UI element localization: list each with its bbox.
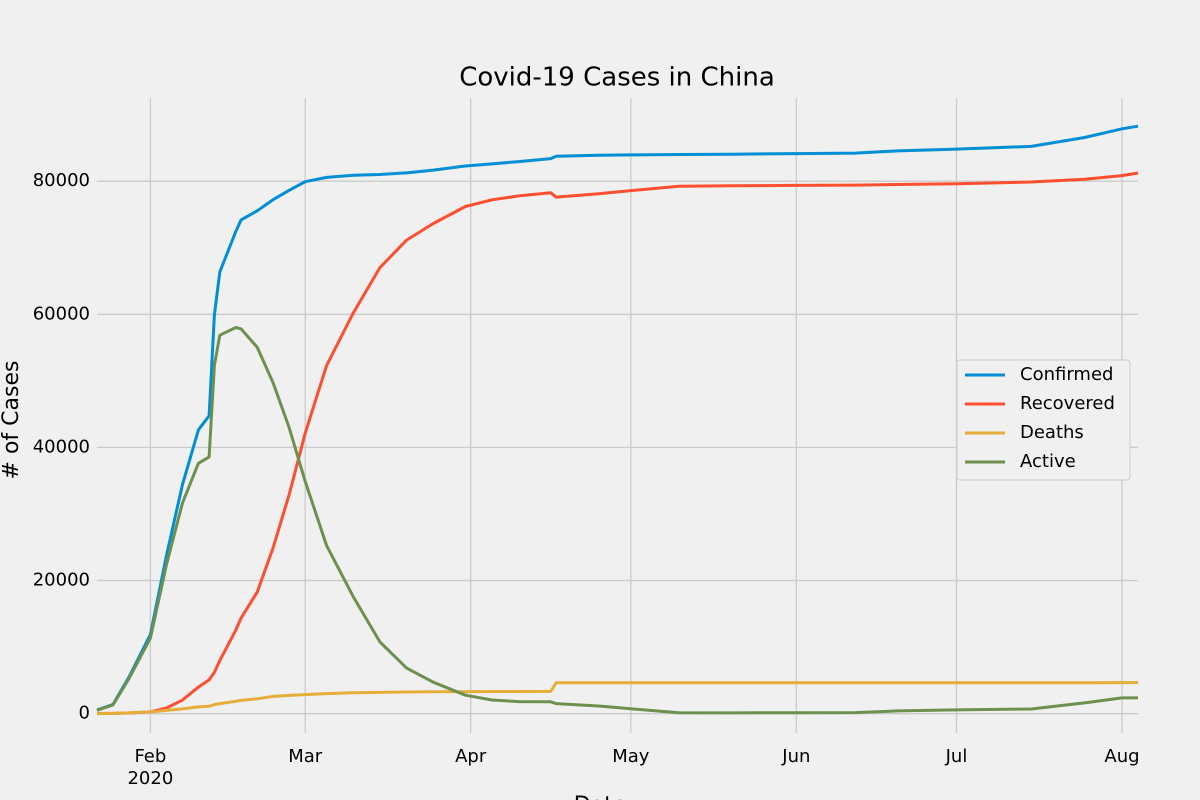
y-tick-label: 60000	[33, 303, 90, 324]
x-tick-label: May	[612, 746, 650, 767]
y-tick-label: 20000	[33, 570, 90, 591]
grid	[97, 98, 1138, 733]
y-tick-label: 80000	[33, 170, 90, 191]
series-line	[96, 124, 1139, 712]
legend-label: Confirmed	[1020, 364, 1113, 385]
x-tick-label: Apr	[455, 746, 487, 767]
legend: Confirmed Recovered Deaths Active	[956, 359, 1131, 481]
legend-label: Active	[1020, 451, 1076, 472]
legend-label: Recovered	[1020, 393, 1115, 414]
legend-box	[956, 359, 1131, 481]
y-tick-label: 40000	[33, 436, 90, 457]
y-axis-label: # of Cases	[0, 361, 24, 480]
series-line	[96, 326, 1138, 715]
x-tick-label: Jul	[945, 746, 968, 767]
series-line	[96, 171, 1139, 715]
chart-title: Covid-19 Cases in China	[459, 63, 775, 93]
legend-label: Deaths	[1020, 422, 1084, 443]
x-tick-label: Mar	[288, 746, 323, 767]
x-tick-label: Feb	[134, 746, 166, 767]
x-axis-label: Date	[574, 793, 627, 800]
x-tick-label: Jun	[781, 746, 810, 767]
series-line	[96, 681, 1138, 716]
x-tick-label: Aug	[1104, 746, 1139, 767]
x-tick-year-label: 2020	[127, 768, 173, 789]
y-tick-label: 0	[79, 703, 90, 724]
